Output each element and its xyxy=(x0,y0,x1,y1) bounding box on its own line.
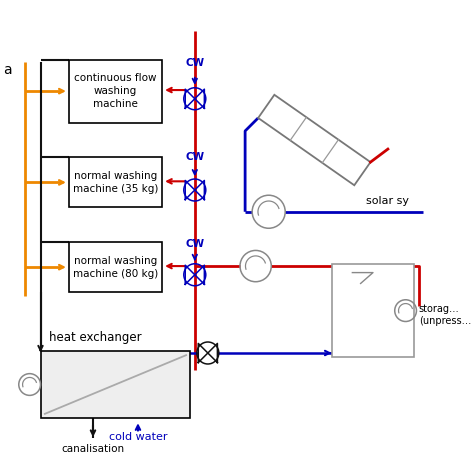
Polygon shape xyxy=(258,95,371,185)
Text: CW: CW xyxy=(185,152,204,162)
Text: normal washing
machine (80 kg): normal washing machine (80 kg) xyxy=(73,255,158,279)
Text: cold water: cold water xyxy=(109,432,167,442)
Text: continuous flow
washing
machine: continuous flow washing machine xyxy=(74,73,157,109)
Text: normal washing
machine (35 kg): normal washing machine (35 kg) xyxy=(73,171,158,194)
Bar xyxy=(332,264,414,357)
Text: storag…
(unpress…: storag… (unpress… xyxy=(419,304,471,326)
Bar xyxy=(69,242,162,292)
Text: CW: CW xyxy=(185,239,204,249)
Bar xyxy=(69,157,162,208)
Text: solar sy: solar sy xyxy=(366,196,410,206)
Text: CW: CW xyxy=(185,58,204,68)
Text: heat exchanger: heat exchanger xyxy=(49,331,142,344)
Text: canalisation: canalisation xyxy=(62,444,125,454)
Bar xyxy=(69,60,162,123)
Bar xyxy=(40,351,191,418)
Text: a: a xyxy=(4,64,12,77)
